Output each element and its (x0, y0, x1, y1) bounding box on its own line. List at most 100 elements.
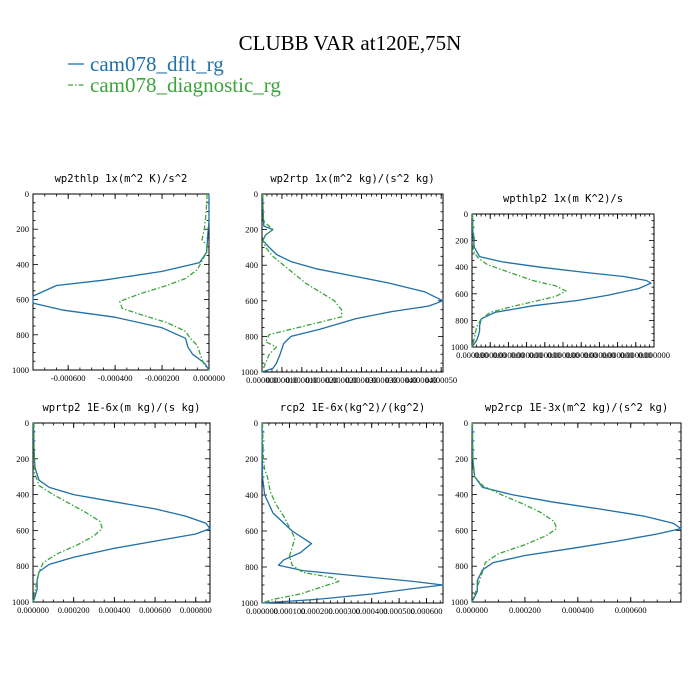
panel-5-xtick-label: 0.000600 (411, 606, 443, 616)
panel-4-title: wprtp2 1E-6x(m kg)/(s kg) (42, 402, 200, 414)
legend-label-diagnostic: cam078_diagnostic_rg (90, 73, 281, 97)
panel-grid: wp2thlp 1x(m^2 K)/s^2 0 200 400 600 800 1000 -0… (12, 173, 682, 616)
panel-3-xtick-label: 0.000000 (511, 350, 543, 360)
panel-5-xtick-label: 0.000200 (301, 606, 333, 616)
panel-1-ytick-label: 800 (16, 330, 29, 340)
panel-3-xtick-label: 0.000000 (456, 350, 488, 360)
legend-entry-diagnostic: cam078_diagnostic_rg (68, 73, 281, 97)
panel-3-xtick-label: 0.000000 (492, 350, 524, 360)
panel-5-title: rcp2 1E-6x(kg^2)/(kg^2) (280, 402, 425, 414)
figure-legend: cam078_dflt_rg cam078_diagnostic_rg (68, 52, 281, 97)
panel-3-series-dflt (471, 213, 652, 348)
panel-6-ytick-label: 600 (455, 525, 468, 535)
panel-1-title: wp2thlp 1x(m^2 K)/s^2 (55, 173, 188, 185)
panel-2-series-dflt (261, 193, 444, 373)
panel-2-ytick-label: 200 (245, 225, 258, 235)
panel-2-xtick-label: 0.000000 (246, 375, 278, 385)
panel-1-frame (32, 193, 210, 371)
panel-5-xtick-label: 0.000400 (356, 606, 388, 616)
panel-4-ytick-label: 400 (16, 490, 29, 500)
panel-6-xtick-label: 0.000000 (456, 605, 488, 615)
panel-2-xtick-label: 0.000040 (385, 375, 417, 385)
panel-6-ytick-label: 400 (455, 490, 468, 500)
panel-3-ytick-label: 600 (455, 289, 468, 299)
panel-3-xtick-label: 0.000000 (474, 350, 506, 360)
panel-4-ytick-label: 800 (16, 561, 29, 571)
panel-5-xtick-label: 0.000500 (383, 606, 415, 616)
panel-1-xtick-label: 0.000000 (193, 373, 225, 383)
panel-3-frame (471, 213, 655, 348)
panel-1-ytick-label: 1000 (12, 365, 29, 375)
panel-5-ytick-label: 200 (245, 454, 258, 464)
panel-5-series-diagnostic (261, 422, 340, 604)
panel-1-series-dflt (32, 194, 210, 371)
panel-6-frame (471, 422, 682, 603)
panel-5-ytick-label: 600 (245, 526, 258, 536)
panel-3-xtick-label: 0.000000 (620, 350, 652, 360)
panel-6-xtick-label: 0.000400 (562, 605, 594, 615)
panel-4-series-dflt (32, 422, 211, 603)
panel-5: rcp2 1E-6x(kg^2)/(kg^2) 0 200 400 600 800 1000… (241, 402, 444, 616)
panel-3-series-diagnostic (471, 213, 567, 348)
panel-2-xtick-label: 0.000020 (306, 375, 338, 385)
panel-1-series-diagnostic (119, 193, 210, 371)
panel-1-xtick-label: -0.000600 (51, 373, 86, 383)
panel-5-ytick-label: 0 (254, 418, 258, 428)
panel-6-series-dflt (471, 422, 682, 603)
panel-2-ytick-label: 600 (245, 296, 258, 306)
panel-3-ytick-label: 200 (455, 236, 468, 246)
panel-5-xtick-label: 0.000100 (273, 606, 305, 616)
panel-3-xtick-label: 0.000000 (529, 350, 561, 360)
panel-5-xtick-label: 0.000300 (328, 606, 360, 616)
panel-3-xtick-label: 0.000000 (583, 350, 615, 360)
panel-5-xtick-label: 0.000000 (246, 606, 278, 616)
panel-4-ytick-label: 200 (16, 454, 29, 464)
panel-6-series-diagnostic (471, 422, 558, 603)
figure-title: CLUBB VAR at120E,75N (239, 31, 462, 55)
panel-5-ytick-label: 400 (245, 490, 258, 500)
panel-4-ytick-label: 1000 (12, 597, 29, 607)
panel-3: wpthlp2 1x(m K^2)/s020040060080010000.00… (451, 193, 670, 360)
panel-2-title: wp2rtp 1x(m^2 kg)/(s^2 kg) (270, 173, 434, 185)
panel-2-xtick-label: 0.000010 (286, 375, 318, 385)
panel-2-ytick-label: 1000 (241, 367, 258, 377)
panel-2-ytick-label: 0 (254, 189, 258, 199)
panel-2-frame (261, 193, 444, 373)
panel-5-ytick-label: 1000 (241, 598, 258, 608)
panel-1-ytick-label: 400 (16, 259, 29, 269)
legend-entry-dflt: cam078_dflt_rg (68, 52, 224, 76)
panel-3-xtick-label: 0.000000 (547, 350, 579, 360)
panel-3-ytick-label: 1000 (451, 342, 468, 352)
panel-3-xtick-label: 0.000000 (638, 350, 670, 360)
panel-6-xtick-label: 0.000600 (615, 605, 647, 615)
panel-4-series-diagnostic (32, 423, 103, 603)
panel-4-xtick-label: 0.000200 (58, 605, 90, 615)
panel-6-title: wp2rcp 1E-3x(m^2 kg)/(s^2 kg) (485, 402, 668, 414)
panel-4-xtick-label: 0.000600 (139, 605, 171, 615)
panel-5-series-dflt (261, 422, 444, 604)
panel-3-title: wpthlp2 1x(m K^2)/s (503, 193, 623, 205)
panel-2-xtick-label: 0.000040 (405, 375, 437, 385)
panel-1-xtick-label: -0.000200 (145, 373, 180, 383)
panel-2-xtick-label: 0.000020 (326, 375, 358, 385)
panel-3-xtick-label: 0.000000 (602, 350, 634, 360)
panel-6-ytick-label: 800 (455, 561, 468, 571)
panel-6-ytick-label: 0 (464, 418, 468, 428)
panel-1: wp2thlp 1x(m^2 K)/s^2 0 200 400 600 800 1000 -0… (12, 173, 225, 383)
panel-2-xtick-label: 0.000050 (425, 375, 457, 385)
panel-3-ytick-label: 400 (455, 262, 468, 272)
panel-4-xtick-label: 0.000400 (98, 605, 130, 615)
panel-3-ytick-label: 0 (464, 209, 468, 219)
panel-2-xtick-label: 0.000010 (266, 375, 298, 385)
panel-4-xtick-label: 0.000800 (180, 605, 212, 615)
panel-1-ytick-label: 0 (25, 189, 29, 199)
panel-2-xtick-label: 0.000030 (346, 375, 378, 385)
panel-4-xtick-label: 0.000000 (17, 605, 49, 615)
panel-2-ytick-label: 800 (245, 331, 258, 341)
legend-label-dflt: cam078_dflt_rg (90, 52, 224, 76)
panel-6: wp2rcp 1E-3x(m^2 kg)/(s^2 kg) 0 200 400 600 8… (451, 402, 682, 615)
panel-6-ytick-label: 1000 (451, 597, 468, 607)
panel-1-ytick-label: 600 (16, 295, 29, 305)
panel-4-ytick-label: 0 (25, 418, 29, 428)
